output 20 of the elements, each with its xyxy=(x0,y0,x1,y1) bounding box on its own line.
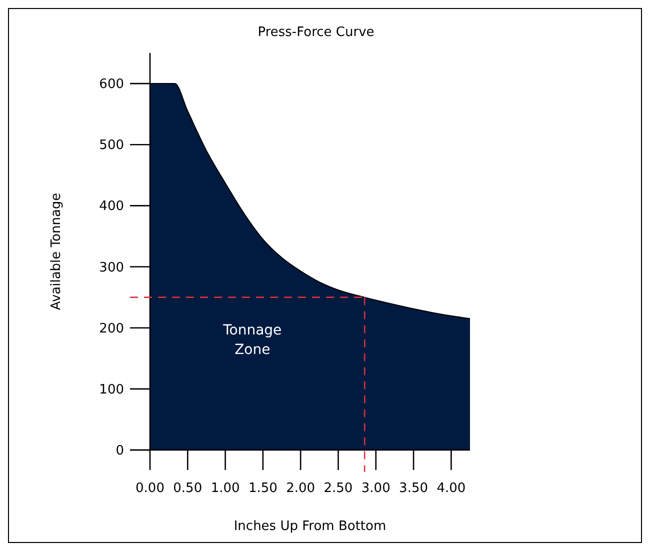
x-axis-title: Inches Up From Bottom xyxy=(234,519,386,534)
y-tick-label: 200 xyxy=(99,321,124,336)
x-tick-label: 0.50 xyxy=(173,481,202,496)
annotation: Tonnage Zone xyxy=(222,322,282,358)
x-tick-label: 2.50 xyxy=(324,481,353,496)
x-tick-label: 0.00 xyxy=(136,481,164,496)
y-tick-label: 600 xyxy=(99,77,124,92)
x-tick-label: 3.50 xyxy=(399,481,428,496)
y-axis-title: Available Tonnage xyxy=(49,192,64,310)
x-tick-label: 1.50 xyxy=(248,481,278,496)
y-tick-label: 300 xyxy=(99,260,124,276)
x-tick-label: 2.00 xyxy=(286,481,316,496)
x-tick-label: 1.00 xyxy=(210,481,240,496)
y-tick-label: 400 xyxy=(99,199,124,214)
y-tick-label: 100 xyxy=(99,382,124,398)
x-tick-label: 3.00 xyxy=(361,481,390,496)
chart-title: Press-Force Curve xyxy=(258,25,374,40)
y-tick-label: 0 xyxy=(116,444,124,459)
y-tick-label: 500 xyxy=(99,138,124,154)
x-tick-label: 4.00 xyxy=(436,481,466,496)
